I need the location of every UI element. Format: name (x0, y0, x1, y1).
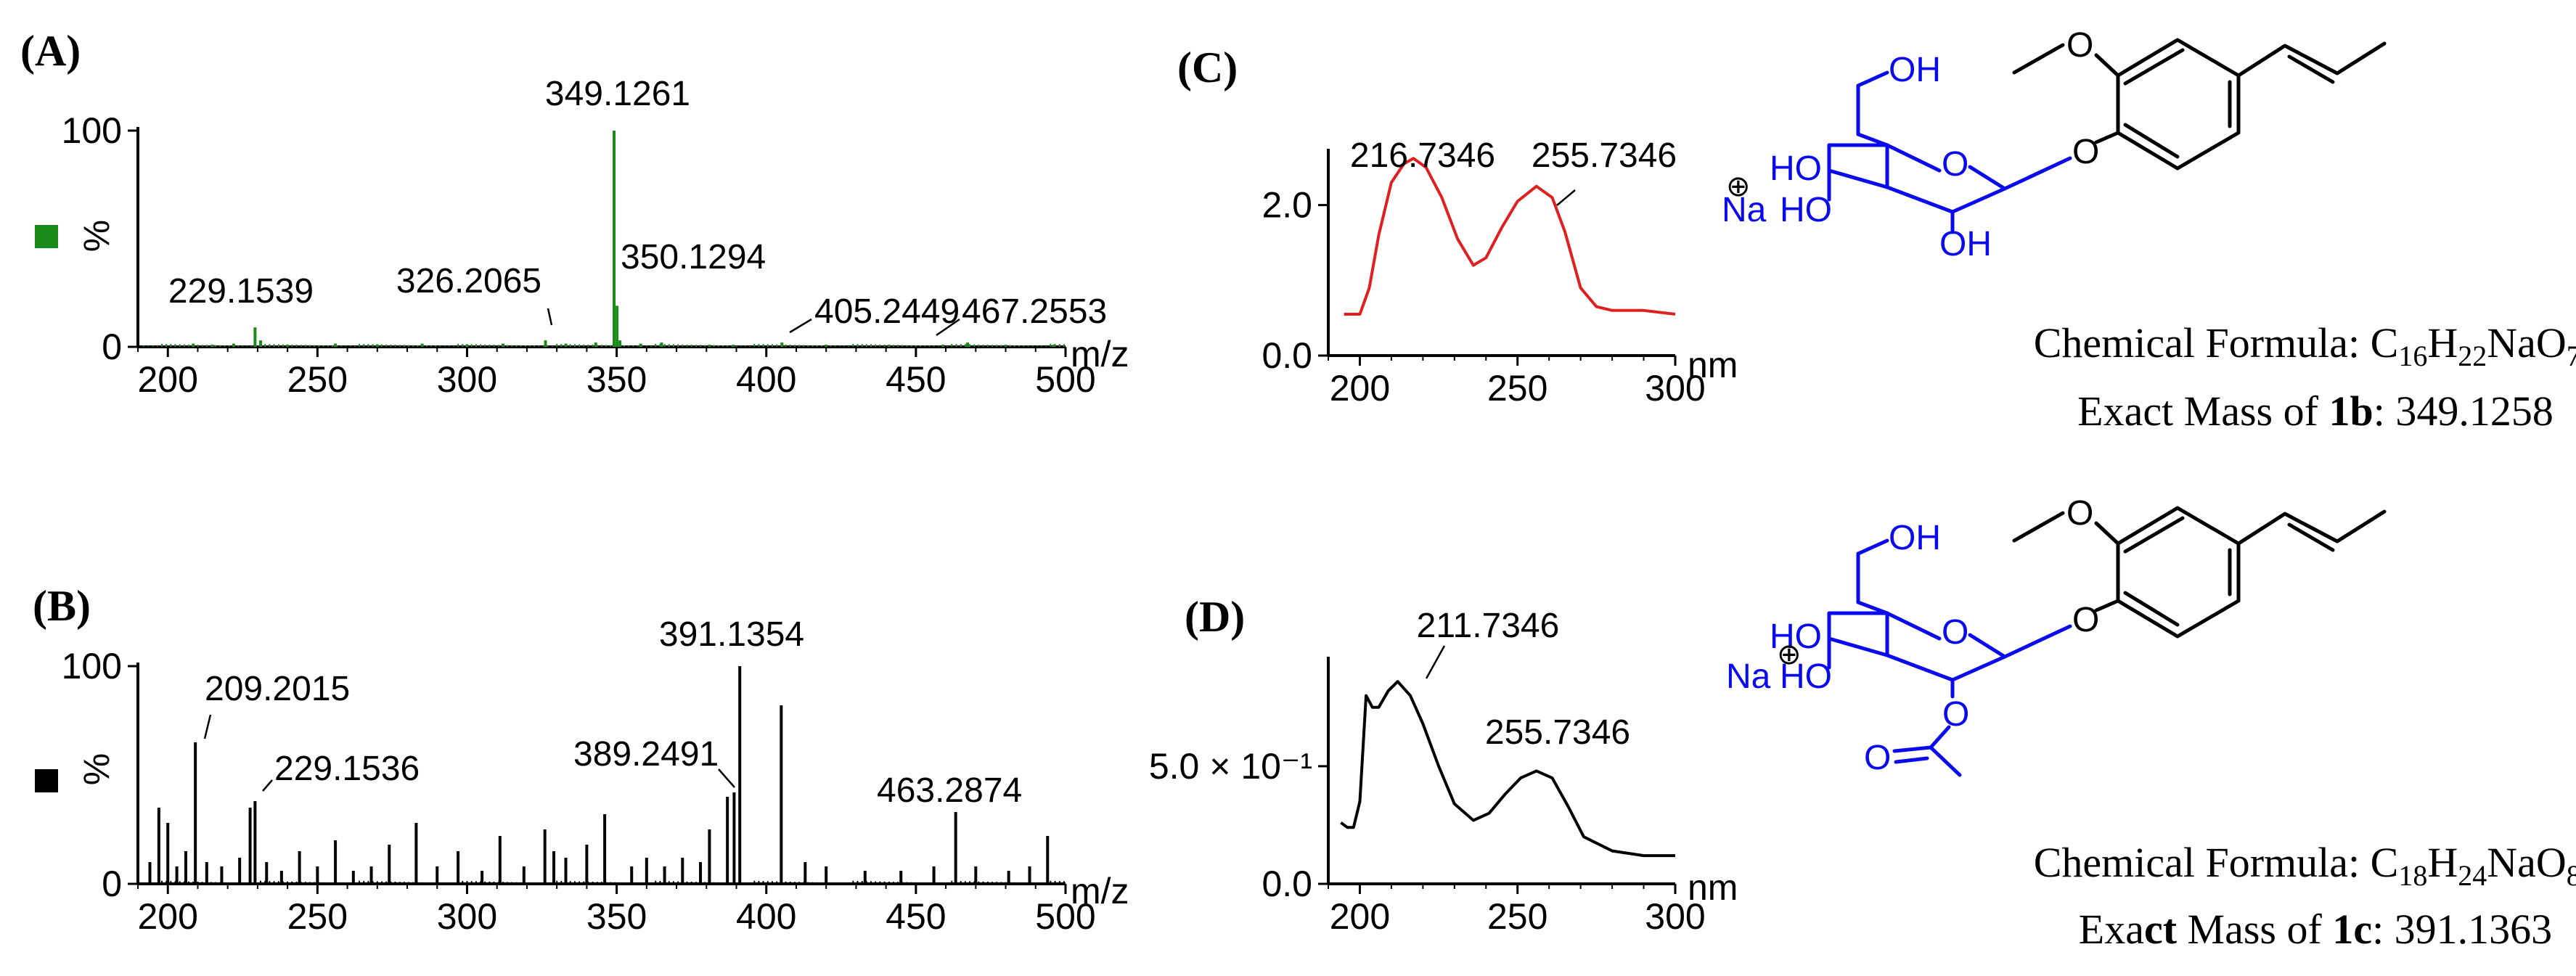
x-tick-label: 200 (1330, 368, 1390, 409)
atom-carbonyl-o-1c: O (1864, 739, 1891, 777)
x-tick-label: 250 (287, 359, 348, 400)
x-tick-label: 450 (886, 359, 946, 400)
x-tick-label: 300 (437, 359, 497, 400)
atom-oh-6-1b: OH (1889, 51, 1941, 89)
y-tick-label: 100 (62, 646, 122, 686)
atom-ho-4-1b: HO (1770, 149, 1822, 188)
noise-baseline (143, 343, 1065, 347)
x-tick-label: 300 (437, 896, 497, 937)
peak-leader-line (1425, 645, 1446, 679)
peak-leader-line (203, 714, 212, 739)
x-tick-label: 200 (1330, 896, 1390, 937)
atom-na-1b: Na (1722, 191, 1767, 229)
y-axis-label: % (76, 220, 117, 252)
atom-ester-o-1c: O (1942, 695, 1969, 734)
exact-mass-1b: Exact Mass of 1b: 349.1258 (2077, 387, 2553, 435)
atom-oh-2-1b: OH (1939, 225, 1992, 263)
formula-1b: Chemical Formula: C16H22NaO7+ (2034, 312, 2576, 372)
y-tick-label: 0.0 (1262, 335, 1312, 376)
charge-plus-icon: ⊕ (1726, 171, 1751, 202)
peak-label: 349.1261 (545, 75, 690, 113)
x-tick-label: 250 (1487, 368, 1547, 409)
atom-oh-6-1c: OH (1889, 519, 1941, 557)
x-tick-label: 300 (1645, 896, 1705, 937)
peak-leader-line (547, 308, 553, 326)
peak-label: 326.2065 (396, 262, 541, 300)
x-tick-label: 500 (1035, 896, 1095, 937)
y-axis-label: % (76, 753, 117, 785)
x-tick-label: 250 (287, 896, 348, 937)
atom-ho-3-1c: HO (1780, 657, 1832, 696)
peak-leader-line (789, 318, 812, 334)
peak-label: 211.7346 (1417, 607, 1560, 645)
x-tick-label: 400 (736, 359, 796, 400)
x-tick-label: 250 (1487, 896, 1547, 937)
atom-link-o-1b: O (2072, 133, 2099, 171)
structure-1b: O O OH O OH HO HO Na ⊕ (1722, 26, 2387, 263)
peak-label: 350.1294 (621, 238, 766, 276)
legend-square-icon (35, 769, 58, 792)
x-tick-label: 300 (1645, 368, 1705, 409)
ms-spectrum-a: 200 250 300 350 400 450 500 0 100% m/z 349.1261 229… (35, 75, 1129, 400)
panel-label-a: (A) (20, 27, 81, 75)
y-tick-label: 2.0 (1262, 185, 1312, 226)
atom-ring-o-1c: O (1942, 613, 1968, 652)
x-axis-unit: nm (1688, 867, 1738, 908)
atom-ome-1c: O (2066, 494, 2093, 533)
structure-1c: O O OH O O O HO Na (1726, 494, 2387, 777)
y-tick-label: 100 (62, 110, 122, 151)
peak-label: 229.1536 (274, 750, 420, 788)
exact-mass-1c: Exact Mass of 1c: 391.1363 (2079, 906, 2552, 953)
atom-ho-3-1b: HO (1780, 191, 1832, 229)
peak-label: 209.2015 (205, 670, 350, 708)
x-axis-unit: m/z (1071, 334, 1129, 374)
peak-leader-line (936, 318, 960, 337)
peak-label: 216.7346 (1350, 136, 1495, 175)
charge-plus-icon: ⊕ (1777, 639, 1802, 671)
y-tick-label: 5.0 × 10⁻¹ (1149, 746, 1312, 787)
x-tick-label: 450 (886, 896, 946, 937)
x-tick-label: 350 (586, 359, 647, 400)
atom-ring-o-1b: O (1942, 145, 1968, 184)
spectrum-line (1344, 157, 1676, 316)
uv-spectrum-d: 200 250 300 0.0 5.0 × 10⁻¹ nm 211.7346 255.7346 (1149, 607, 1738, 937)
x-tick-label: 200 (138, 896, 198, 937)
x-tick-label: 350 (586, 896, 647, 937)
peak-label: 255.7346 (1532, 136, 1677, 175)
panel-label-c: (C) (1177, 44, 1238, 91)
uv-spectrum-c: 200 250 300 0.0 2.0 nm 216.7346 255.7346 (1262, 136, 1738, 409)
atom-ome-1b: O (2066, 26, 2093, 65)
peak-label: 229.1539 (168, 272, 314, 311)
x-axis-unit: m/z (1071, 871, 1129, 911)
y-tick-label: 0.0 (1262, 864, 1312, 904)
atom-link-o-1c: O (2072, 601, 2099, 639)
peak-label: 467.2553 (962, 292, 1107, 331)
peak-label: 405.2449 (814, 292, 960, 331)
x-tick-label: 400 (736, 896, 796, 937)
x-axis-unit: nm (1688, 345, 1738, 385)
panel-label-b: (B) (33, 582, 91, 630)
atom-ho-4-1c: HO (1770, 618, 1822, 656)
peak-label: 255.7346 (1485, 713, 1630, 752)
peak-leader-line (1556, 189, 1576, 206)
noise-baseline (143, 880, 1065, 884)
panel-label-d: (D) (1185, 593, 1245, 641)
peak-label: 463.2874 (877, 771, 1022, 810)
y-tick-label: 0 (102, 327, 122, 367)
spectrum-line (1340, 680, 1675, 858)
y-tick-label: 0 (102, 864, 122, 904)
x-tick-label: 500 (1035, 359, 1095, 400)
legend-square-icon (35, 225, 58, 248)
peak-leader-line (718, 768, 735, 788)
atom-na-1c: Na (1726, 657, 1771, 696)
peak-label: 389.2491 (573, 735, 719, 774)
peak-label: 391.1354 (659, 615, 804, 654)
peak-leader-line (262, 779, 273, 792)
ms-spectrum-b: 200 250 300 350 400 450 500 0 100% m/z 391.1354 209… (35, 615, 1129, 937)
formula-1c: Chemical Formula: C18H24NaO8+ (2034, 832, 2576, 892)
x-tick-label: 200 (138, 359, 198, 400)
